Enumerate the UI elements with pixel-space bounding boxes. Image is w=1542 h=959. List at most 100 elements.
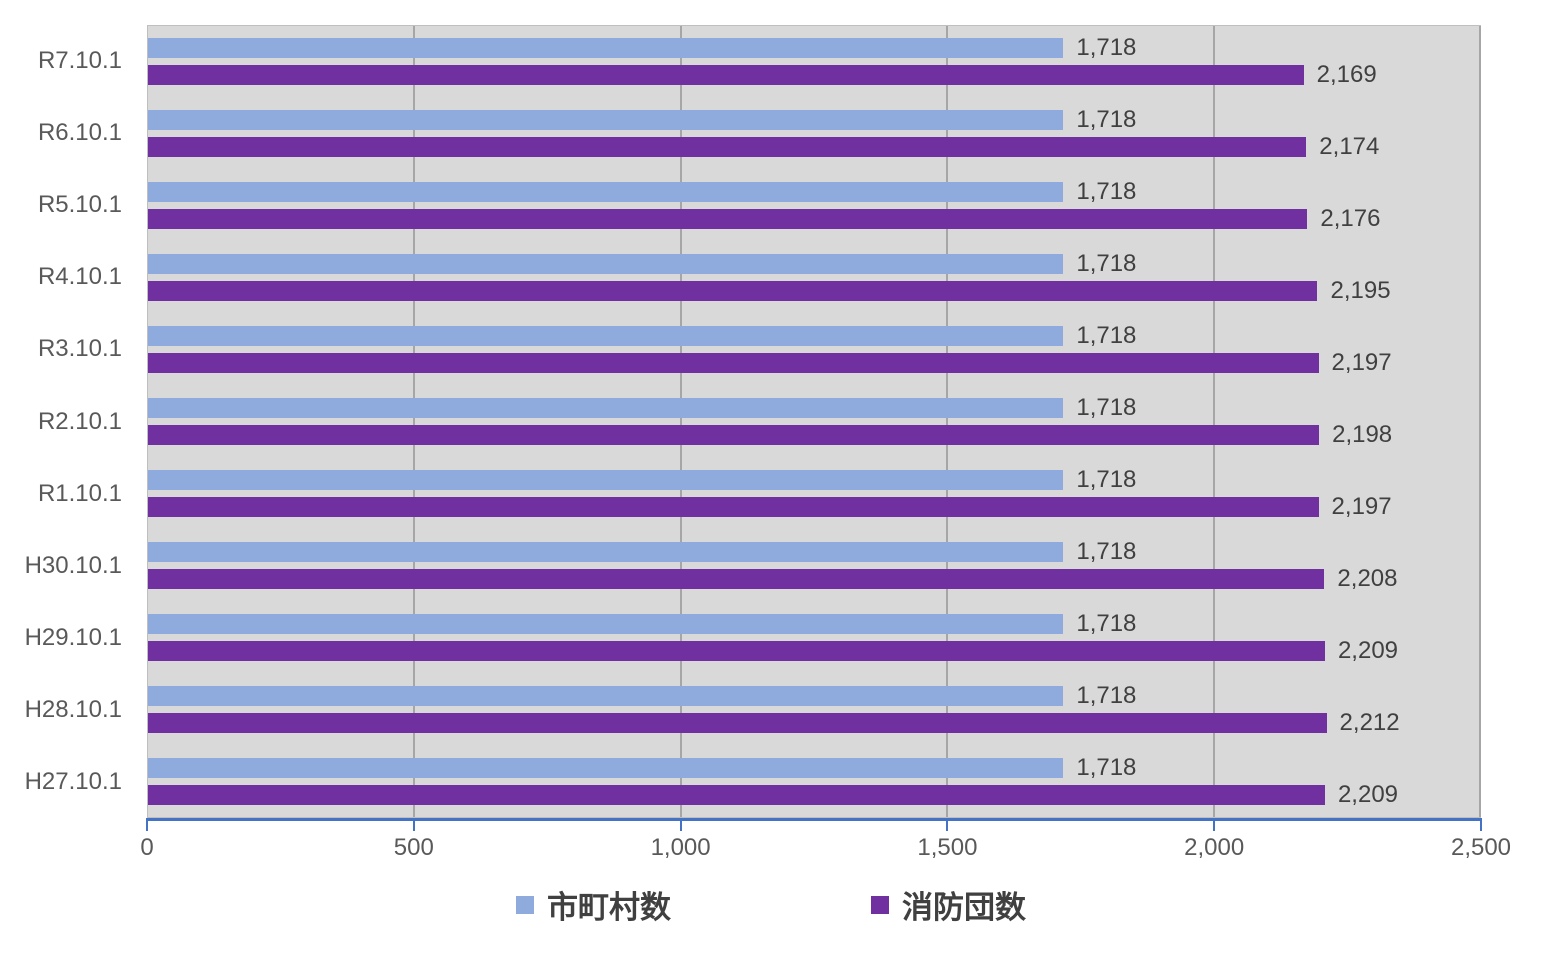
gridline: [413, 26, 416, 817]
data-label: 2,169: [1316, 61, 1377, 89]
legend-item-municipalities: 市町村数: [516, 882, 671, 927]
x-axis-ticks: [146, 818, 1482, 831]
fire-corps-bar-wrap: 2,212: [148, 708, 1480, 736]
municipalities-bar: [148, 469, 1064, 490]
fire-corps-bar: [148, 353, 1319, 374]
bar-group: 1,718 2,176: [148, 170, 1480, 242]
legend-label-fire-corps: 消防団数: [902, 890, 1026, 925]
fire-corps-bar-wrap: 2,169: [148, 61, 1480, 89]
data-label: 1,718: [1076, 465, 1137, 493]
fire-corps-bar: [148, 209, 1308, 230]
x-axis-tick: [679, 818, 682, 831]
fire-corps-bar: [148, 568, 1325, 589]
gridline: [946, 26, 949, 817]
bar-group: 1,718 2,209: [148, 601, 1480, 673]
fire-corps-swatch-icon: [871, 895, 889, 914]
x-tick-label: 0: [140, 834, 154, 861]
municipalities-bar-wrap: 1,718: [148, 322, 1480, 350]
data-label: 2,198: [1332, 420, 1393, 448]
bar-group: 1,718 2,208: [148, 529, 1480, 601]
y-axis-labels: R7.10.1 R6.10.1 R5.10.1 R4.10.1 R3.10.1 R2.10…: [0, 25, 130, 818]
municipalities-bar: [148, 182, 1064, 203]
data-label: 1,718: [1076, 609, 1137, 637]
municipalities-bar-wrap: 1,718: [148, 106, 1480, 134]
category-label: R1.10.1: [37, 479, 122, 507]
municipalities-bar: [148, 38, 1064, 59]
municipalities-bar-wrap: 1,718: [148, 178, 1480, 206]
fire-corps-bar: [148, 281, 1318, 302]
municipalities-bar-wrap: 1,718: [148, 753, 1480, 781]
data-label: 2,197: [1331, 349, 1392, 377]
data-label: 1,718: [1076, 681, 1137, 709]
fire-corps-bar-wrap: 2,197: [148, 492, 1480, 520]
fire-corps-bar-wrap: 2,209: [148, 636, 1480, 664]
municipalities-bar: [148, 757, 1064, 778]
fire-corps-bar-wrap: 2,209: [148, 780, 1480, 808]
data-label: 2,209: [1337, 636, 1399, 664]
fire-corps-bar-wrap: 2,195: [148, 279, 1480, 303]
data-label: 1,718: [1076, 178, 1137, 206]
data-label: 2,197: [1331, 492, 1392, 520]
municipalities-bar: [148, 397, 1064, 418]
municipalities-bar-wrap: 1,718: [148, 537, 1480, 565]
fire-corps-bar: [148, 65, 1304, 86]
data-label: 1,718: [1076, 250, 1137, 278]
gridline: [1479, 26, 1481, 817]
category-label: R4.10.1: [37, 263, 122, 291]
category-label: R6.10.1: [37, 119, 122, 147]
x-axis-tick: [1480, 818, 1482, 831]
category-label: H29.10.1: [24, 623, 122, 651]
bar-group: 1,718 2,197: [148, 314, 1480, 386]
x-tick-label: 1,000: [650, 834, 711, 861]
fire-corps-bar-wrap: 2,198: [148, 420, 1480, 448]
category-label: R5.10.1: [37, 191, 122, 219]
data-label: 1,718: [1076, 753, 1137, 781]
bar-group: 1,718 2,212: [148, 673, 1480, 745]
bar-group: 1,718 2,197: [148, 457, 1480, 529]
data-label: 2,174: [1319, 133, 1380, 161]
municipalities-bar: [148, 326, 1064, 347]
municipalities-bar: [148, 110, 1064, 131]
fire-corps-bar-wrap: 2,174: [148, 133, 1480, 161]
x-tick-label: 2,000: [1184, 834, 1245, 861]
x-axis-line: [147, 818, 1481, 821]
municipalities-bar-wrap: 1,718: [148, 393, 1480, 421]
data-label: 1,718: [1076, 393, 1137, 421]
data-label: 2,212: [1339, 708, 1400, 736]
fire-corps-bar-wrap: 2,208: [148, 564, 1480, 592]
data-label: 1,718: [1076, 537, 1137, 565]
municipalities-bar-wrap: 1,718: [148, 465, 1480, 493]
x-tick-label: 1,500: [917, 834, 978, 861]
legend-label-municipalities: 市町村数: [547, 890, 671, 925]
municipalities-bar: [148, 613, 1064, 634]
x-axis-tick-labels: 0 500 1,000 1,500 2,000 2,500: [140, 834, 1511, 864]
category-label: H28.10.1: [24, 695, 122, 723]
fire-corps-bar-wrap: 2,197: [148, 349, 1480, 377]
municipalities-bar-wrap: 1,718: [148, 609, 1480, 637]
category-label: R3.10.1: [37, 335, 122, 363]
data-label: 2,176: [1320, 205, 1381, 233]
fire-corps-bar-wrap: 2,176: [148, 205, 1480, 233]
municipalities-bar: [148, 685, 1064, 706]
gridline: [679, 26, 682, 817]
data-label: 2,209: [1337, 780, 1399, 808]
municipalities-bar: [148, 254, 1064, 275]
data-label: 2,208: [1337, 564, 1398, 592]
data-label: 1,718: [1076, 106, 1137, 134]
bar-group: 1,718 2,198: [148, 386, 1480, 458]
category-label: H30.10.1: [24, 551, 122, 579]
legend-item-fire-corps: 消防団数: [871, 882, 1026, 927]
bar-group: 1,718 2,209: [148, 745, 1480, 817]
bar-group: 1,718 2,195: [148, 242, 1480, 314]
x-tick-label: 500: [393, 834, 434, 861]
category-label: R7.10.1: [37, 47, 122, 75]
bar-group: 1,718 2,174: [148, 98, 1480, 170]
data-label: 1,718: [1076, 34, 1137, 62]
plot-area: 1,718 2,169 1,718 2,174 1,718 2,176 1,718 2,195…: [147, 25, 1481, 818]
municipalities-bar-wrap: 1,718: [148, 250, 1480, 278]
data-label: 1,718: [1076, 322, 1137, 350]
fire-corps-bar: [148, 137, 1307, 158]
legend: 市町村数 消防団数: [0, 882, 1542, 927]
x-tick-label: 2,500: [1450, 834, 1512, 861]
